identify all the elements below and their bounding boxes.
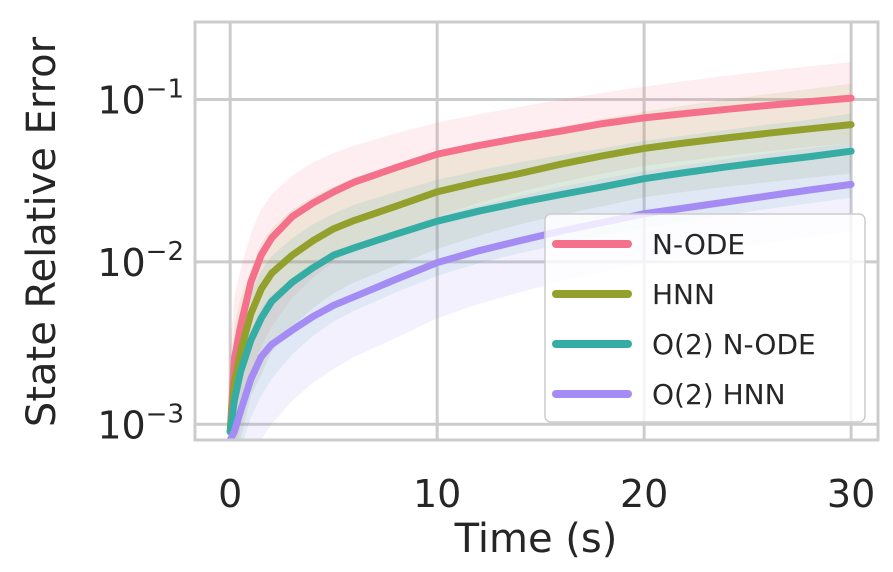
y-tick-labels: 10−3 10−2 10−1 [97,74,184,447]
line-o-2-n-ode [226,147,855,436]
legend-label-hnn: HNN [652,278,715,311]
y-axis-title: State Relative Error [19,36,65,427]
legend-label-o-2-n-ode: O(2) N-ODE [652,328,816,361]
legend-label-o-2-hnn: O(2) HNN [652,378,786,411]
legend-label-n-ode: N-ODE [652,228,745,261]
x-axis-title: Time (s) [454,516,618,562]
y-tick-label: 10−1 [97,74,184,122]
grid [195,22,878,440]
line-hnn [226,121,855,436]
series-lines [226,94,855,440]
line-o-2-hnn [226,180,855,440]
x-tick-labels: 0 10 20 30 [218,472,875,516]
legend-box [544,213,866,423]
x-tick-label: 30 [827,472,875,516]
y-tick-label: 10−2 [97,237,184,285]
x-tick-label: 0 [218,472,242,516]
legend: N-ODE HNN O(2) N-ODE O(2) HNN [544,213,866,423]
y-tick-label: 10−3 [97,399,184,447]
line-n-ode [226,94,855,436]
x-tick-label: 20 [620,472,668,516]
plot-frame [193,20,880,442]
band-n-ode [230,62,852,440]
x-tick-label: 10 [413,472,461,516]
band-o-2-n-ode [230,113,852,440]
